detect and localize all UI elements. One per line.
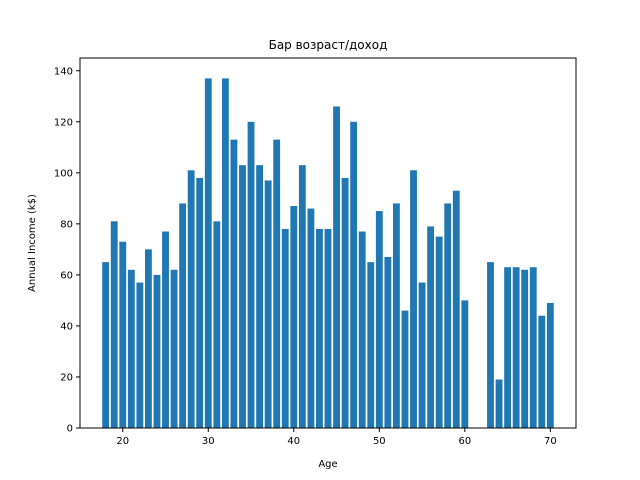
bar-age-25 (162, 231, 169, 428)
bar-age-37 (264, 180, 272, 428)
bar-age-53 (401, 310, 409, 428)
x-tick-label: 70 (544, 436, 557, 447)
bar-age-49 (367, 262, 375, 428)
bar-age-32 (221, 78, 229, 428)
bar-age-20 (119, 241, 127, 428)
bar-age-34 (239, 165, 246, 429)
x-axis-label: Age (318, 459, 337, 470)
bar-age-42 (307, 208, 315, 428)
bar-age-41 (298, 165, 306, 429)
bar-age-18 (102, 262, 110, 428)
y-axis-label: Annual Income (k$) (27, 194, 38, 292)
y-tick-label: 40 (60, 321, 73, 332)
bar-age-38 (273, 139, 281, 428)
bar-age-26 (170, 269, 178, 428)
bar-age-50 (375, 211, 383, 428)
bar-age-67 (521, 269, 529, 428)
bar-age-59 (452, 190, 460, 428)
plot-frame (79, 57, 577, 429)
bar-age-28 (187, 170, 195, 428)
bar-age-23 (144, 249, 152, 428)
bar-age-33 (230, 139, 238, 428)
bar-age-57 (435, 236, 443, 428)
y-tick-label: 80 (60, 219, 73, 230)
x-tick-label: 30 (202, 436, 215, 447)
bar-age-46 (341, 177, 349, 428)
x-tick-label: 40 (287, 436, 300, 447)
chart-title: Бар возраст/доход (269, 38, 388, 52)
bar-age-43 (316, 228, 323, 428)
bar-age-22 (136, 282, 144, 428)
y-tick-label: 120 (54, 117, 73, 128)
x-axis-ticks: 20 30 40 50 60 70 (116, 428, 557, 447)
bar-age-44 (324, 228, 332, 428)
bar-age-39 (281, 228, 289, 428)
bar-age-52 (392, 203, 400, 428)
bar-age-66 (512, 267, 520, 428)
bar-age-19 (110, 221, 118, 428)
bars-group (102, 78, 554, 429)
bar-age-36 (256, 165, 264, 429)
bar-age-31 (213, 221, 221, 428)
bar-age-45 (333, 106, 340, 428)
y-tick-label: 20 (60, 372, 73, 383)
x-tick-label: 60 (458, 436, 471, 447)
y-tick-label: 0 (67, 424, 73, 435)
bar-age-69 (538, 315, 546, 428)
bar-age-24 (153, 274, 161, 428)
bar-age-68 (529, 267, 537, 428)
bar-age-47 (350, 121, 358, 428)
y-tick-label: 60 (60, 270, 73, 281)
x-tick-label: 50 (373, 436, 386, 447)
y-tick-label: 140 (54, 66, 73, 77)
bar-age-56 (427, 226, 435, 428)
x-tick-label: 20 (116, 436, 129, 447)
bar-age-60 (461, 300, 469, 428)
bar-age-48 (358, 231, 366, 428)
bar-age-58 (444, 203, 452, 428)
bar-age-51 (384, 257, 392, 428)
bar-age-63 (487, 262, 494, 428)
bar-age-55 (418, 282, 426, 428)
y-axis-ticks: 0 20 40 60 80 100 120 140 (54, 66, 80, 435)
bar-age-54 (410, 170, 417, 428)
bar-age-64 (495, 379, 503, 428)
bar-age-35 (247, 121, 255, 428)
bar-age-30 (204, 78, 212, 428)
y-tick-label: 100 (54, 168, 73, 179)
bar-age-70 (546, 302, 554, 428)
bar-age-27 (179, 203, 187, 428)
bar-age-65 (504, 267, 512, 428)
bar-age-40 (290, 206, 298, 428)
bar-age-21 (127, 269, 135, 428)
bar-age-29 (196, 177, 204, 428)
